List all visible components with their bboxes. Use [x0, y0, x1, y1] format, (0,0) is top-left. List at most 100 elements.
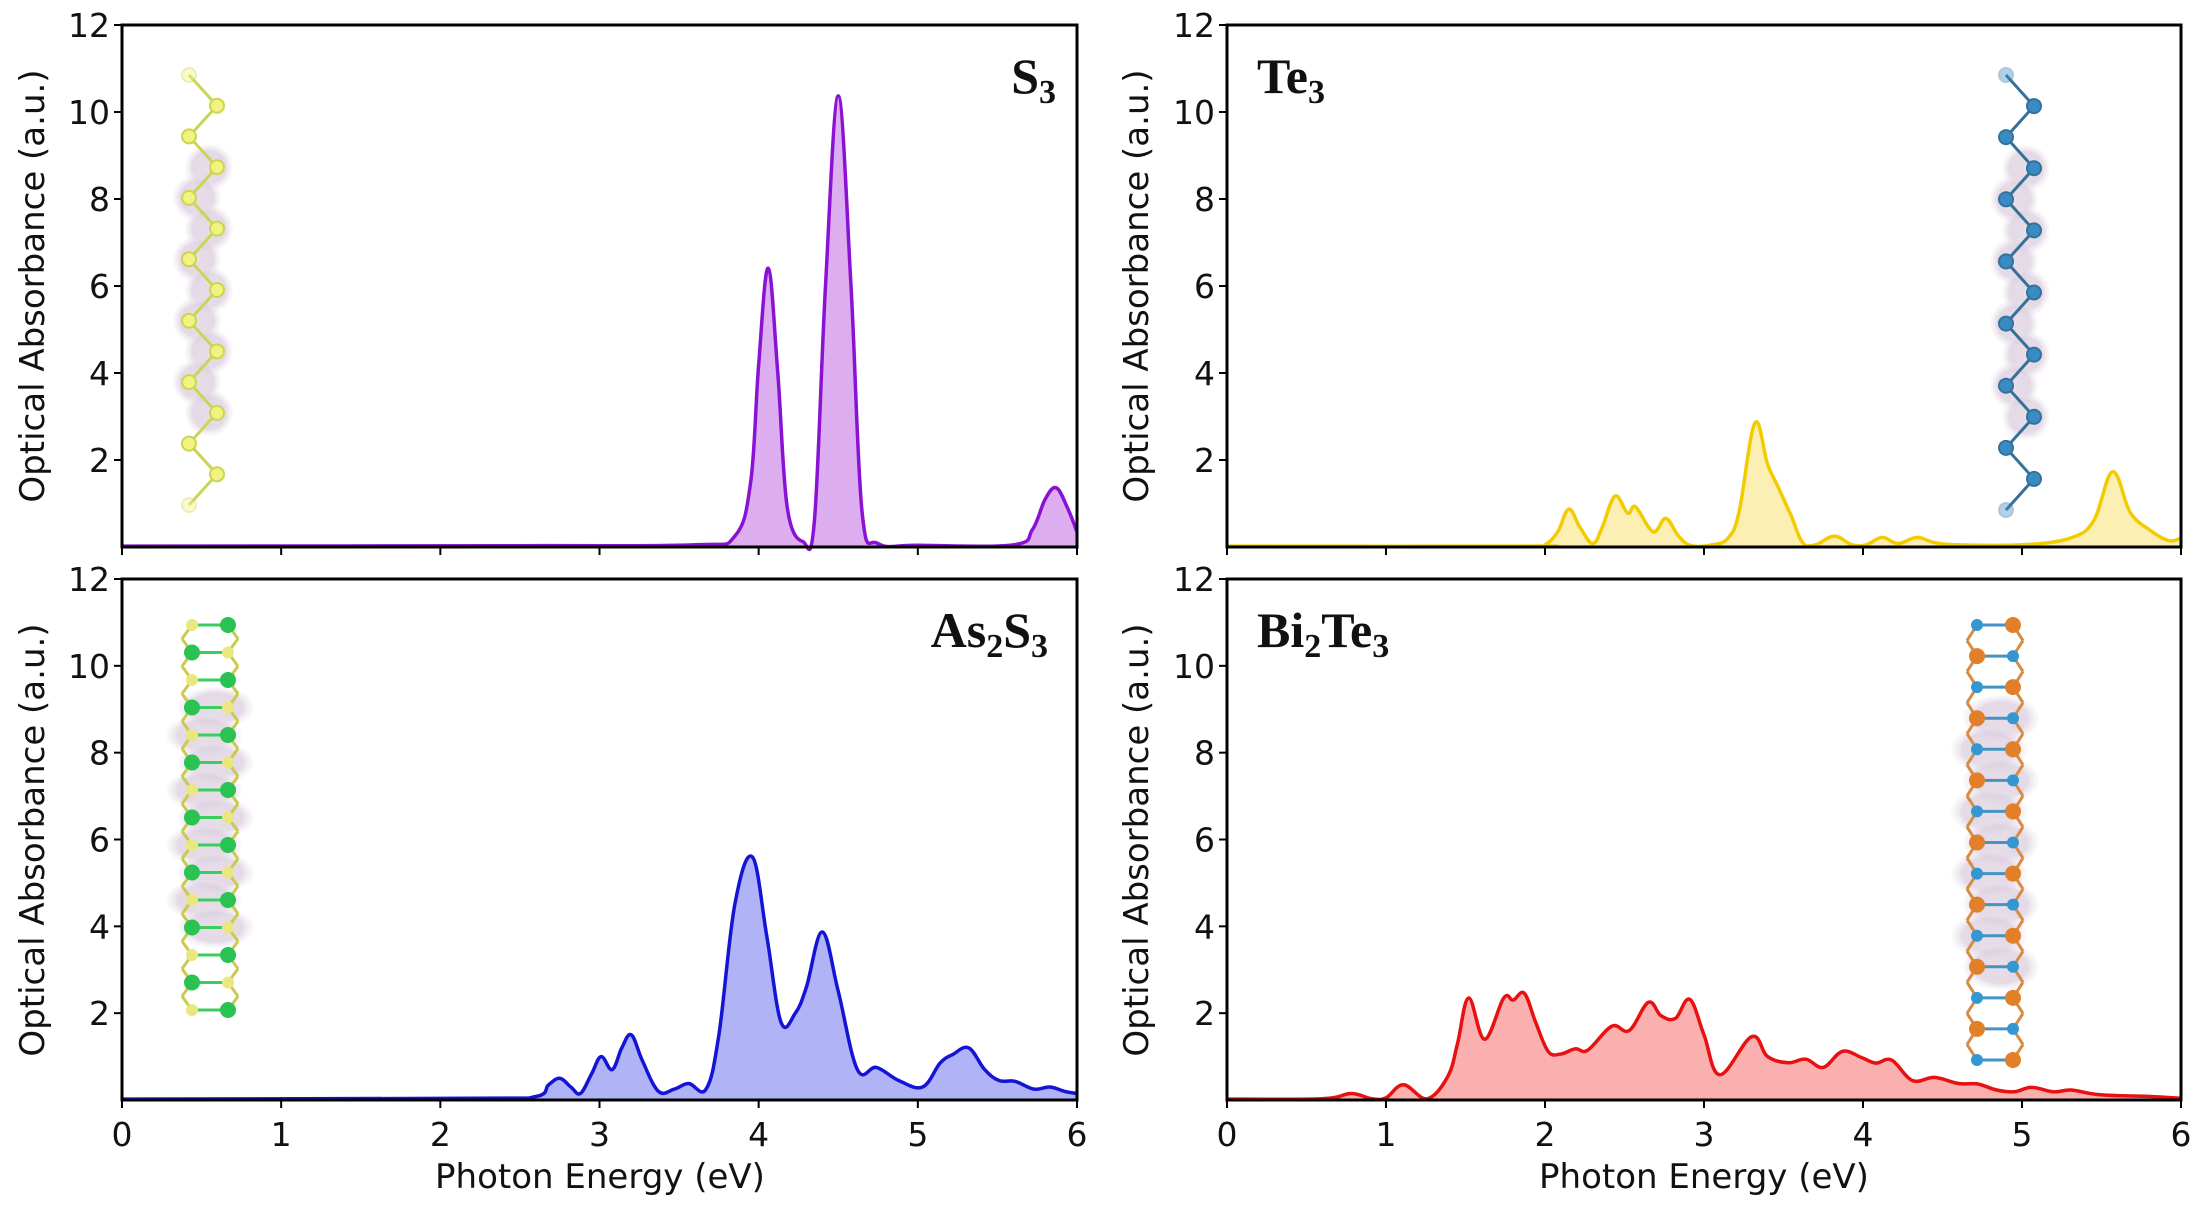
y-tick-label: 4: [1194, 354, 1215, 393]
panel-label-te3: Te3: [1257, 48, 1325, 111]
atom: [186, 949, 198, 961]
x-tick-label: 1: [271, 1115, 292, 1154]
y-tick-label: 6: [1194, 821, 1215, 860]
atom: [2007, 650, 2019, 663]
x-axis-title-bottom-left: Photon Energy (eV): [435, 1157, 765, 1197]
atom: [2007, 774, 2019, 787]
atom: [209, 404, 225, 421]
atom: [1969, 648, 1985, 665]
atom: [209, 343, 225, 360]
atom: [2005, 1052, 2021, 1068]
y-tick-label: 10: [68, 93, 110, 132]
atom: [2007, 960, 2019, 973]
atom: [184, 809, 200, 826]
y-tick-label: 8: [89, 180, 110, 219]
x-tick-label: 6: [2171, 1115, 2192, 1154]
x-tick-label: 4: [1853, 1115, 1874, 1154]
atom: [2005, 865, 2021, 882]
atom: [1998, 67, 2014, 83]
atom: [181, 312, 197, 329]
panel-label-s3: S3: [1011, 48, 1056, 111]
absorbance-area-bi2te3: [1227, 992, 2181, 1100]
atom: [1998, 439, 2014, 456]
atom: [220, 892, 236, 908]
atom: [220, 617, 236, 633]
panel-label-as2s3: As2S3: [931, 602, 1048, 665]
atom: [186, 729, 198, 741]
atom: [222, 646, 234, 659]
x-tick-label: 3: [589, 1115, 610, 1154]
y-tick-label: 4: [89, 354, 110, 393]
panel-label-bi2te3: Bi2Te3: [1257, 602, 1389, 665]
atom: [181, 67, 197, 83]
atom: [220, 672, 236, 688]
atom: [181, 128, 197, 145]
y-tick-label: 8: [1194, 734, 1215, 773]
atom: [1971, 991, 1983, 1004]
x-tick-label: 5: [2012, 1115, 2033, 1154]
atom: [209, 159, 225, 176]
y-axis-title-top-left: Optical Absorbance (a.u.): [13, 69, 53, 502]
atom: [2007, 712, 2019, 725]
y-tick-label: 6: [1194, 267, 1215, 306]
atom: [222, 976, 234, 989]
x-tick-label: 2: [430, 1115, 451, 1154]
atom: [222, 701, 234, 714]
atom: [186, 839, 198, 851]
atom: [184, 644, 200, 661]
atom: [181, 374, 197, 391]
atom: [2026, 98, 2042, 115]
y-axis-title-top-right: Optical Absorbance (a.u.): [1117, 69, 1157, 502]
atom: [2005, 617, 2021, 633]
x-tick-label: 5: [907, 1115, 928, 1154]
absorbance-area-s3: [122, 95, 1077, 550]
y-tick-label: 6: [89, 821, 110, 860]
y-tick-label: 2: [1194, 441, 1215, 480]
y-tick-label: 2: [89, 994, 110, 1033]
y-axis-title-bottom-right: Optical Absorbance (a.u.): [1117, 623, 1157, 1056]
atom: [181, 497, 197, 513]
x-tick-label: 4: [748, 1115, 769, 1154]
structure-inset-te3: [1990, 67, 2050, 518]
atom: [220, 1002, 236, 1018]
atom: [220, 947, 236, 963]
atom: [2026, 346, 2042, 363]
atom: [184, 754, 200, 771]
absorbance-line-s3: [121, 94, 1079, 552]
atom: [1971, 805, 1983, 818]
atom: [1971, 867, 1983, 880]
atom: [1969, 772, 1985, 789]
structure-inset-as2s3: [166, 617, 254, 1018]
atom: [186, 1004, 198, 1016]
y-tick-label: 8: [89, 734, 110, 773]
atom: [1971, 681, 1983, 694]
atom: [2005, 741, 2021, 758]
atom: [1969, 1020, 1985, 1037]
y-tick-label: 2: [1194, 994, 1215, 1033]
atom: [186, 674, 198, 686]
y-tick-label: 8: [1194, 180, 1215, 219]
absorbance-line-te3: [1226, 420, 2182, 549]
atom: [2005, 989, 2021, 1006]
atom: [2007, 836, 2019, 849]
x-tick-label: 3: [1694, 1115, 1715, 1154]
atom: [220, 782, 236, 798]
atom: [2007, 1022, 2019, 1035]
atom: [1971, 1054, 1983, 1066]
atom: [222, 866, 234, 879]
structure-inset-bi2te3: [1951, 617, 2039, 1068]
atom: [222, 756, 234, 769]
atom: [220, 837, 236, 853]
atom: [186, 894, 198, 906]
y-tick-label: 12: [1173, 6, 1215, 45]
panel-te3: 2 4 6 8 10 12: [1173, 6, 2183, 555]
atom: [2005, 679, 2021, 696]
atom: [1998, 253, 2014, 270]
atom: [2005, 803, 2021, 820]
atom: [2026, 284, 2042, 301]
atom: [181, 435, 197, 452]
y-tick-label: 6: [89, 267, 110, 306]
atom: [1969, 958, 1985, 975]
